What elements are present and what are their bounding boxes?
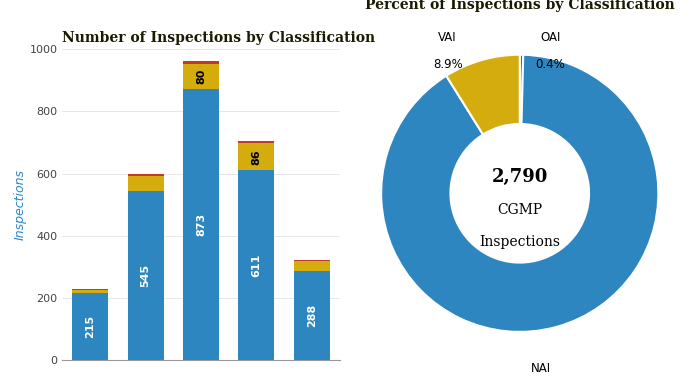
Text: Inspections: Inspections bbox=[480, 235, 560, 249]
Bar bbox=[238, 170, 274, 360]
Bar bbox=[294, 261, 330, 271]
Bar bbox=[183, 64, 219, 89]
Y-axis label: Inspections: Inspections bbox=[14, 169, 27, 240]
Bar bbox=[294, 271, 330, 360]
Bar bbox=[238, 143, 274, 170]
Text: 80: 80 bbox=[196, 69, 206, 84]
Wedge shape bbox=[446, 55, 520, 135]
Text: 86: 86 bbox=[252, 149, 261, 164]
Text: VAI: VAI bbox=[439, 31, 457, 44]
Bar bbox=[72, 288, 108, 290]
Wedge shape bbox=[381, 55, 658, 332]
Text: 215: 215 bbox=[85, 315, 95, 338]
Text: NAI: NAI bbox=[530, 362, 551, 375]
Bar bbox=[128, 174, 164, 176]
Bar bbox=[294, 260, 330, 261]
Bar bbox=[238, 141, 274, 143]
Text: Number of Inspections by Classification: Number of Inspections by Classification bbox=[62, 31, 376, 45]
Text: 611: 611 bbox=[252, 254, 261, 277]
Text: 873: 873 bbox=[196, 213, 206, 236]
Text: OAI: OAI bbox=[540, 31, 561, 44]
Bar bbox=[128, 191, 164, 360]
Bar bbox=[72, 293, 108, 360]
Text: 288: 288 bbox=[307, 304, 317, 327]
Bar bbox=[128, 176, 164, 191]
Title: Percent of Inspections by Classification: Percent of Inspections by Classification bbox=[365, 0, 674, 12]
Bar bbox=[72, 290, 108, 293]
Text: 0.4%: 0.4% bbox=[536, 58, 565, 71]
Text: 545: 545 bbox=[141, 264, 150, 287]
Wedge shape bbox=[520, 55, 523, 124]
Bar bbox=[183, 61, 219, 64]
Text: 2,790: 2,790 bbox=[491, 168, 548, 186]
Bar bbox=[183, 89, 219, 360]
Text: 8.9%: 8.9% bbox=[433, 58, 462, 71]
Text: CGMP: CGMP bbox=[497, 203, 543, 217]
